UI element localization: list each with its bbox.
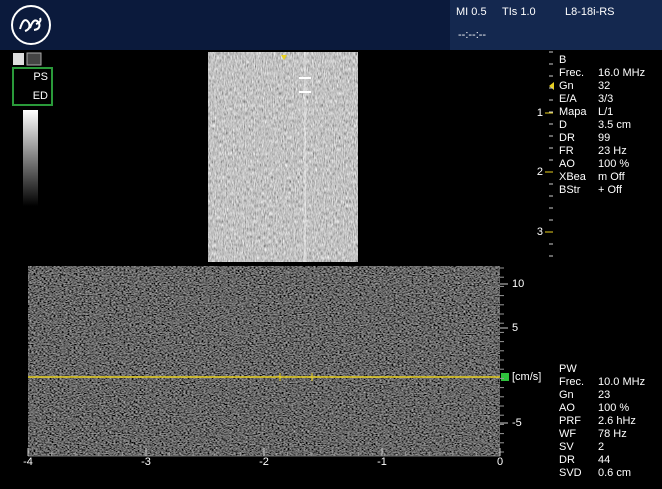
param-label: Mapa [559, 106, 587, 118]
param-value: m Off [598, 171, 626, 183]
doppler-spectrum [28, 266, 500, 456]
param-label: XBea [559, 171, 587, 183]
param-value: 3/3 [598, 93, 613, 105]
param-value: 0.6 cm [598, 467, 631, 479]
ultrasound-screen: MI 0.5 TIs 1.0 L8-18i-RS --:--:-- PS ED … [0, 0, 662, 489]
param-label: SV [559, 441, 574, 453]
param-label: Gn [559, 80, 574, 92]
baseline-handle [501, 373, 509, 381]
velocity-label: 10 [512, 278, 524, 290]
param-value: 2.6 hHz [598, 415, 636, 427]
icon [27, 53, 41, 65]
mode-label: PS [33, 71, 48, 83]
time-label: 0 [497, 456, 503, 468]
velocity-label: 5 [512, 322, 518, 334]
time-label: -1 [377, 456, 387, 468]
param-value: 44 [598, 454, 610, 466]
time-label: -3 [141, 456, 151, 468]
b-mode-image [208, 52, 358, 262]
depth-label: 3 [537, 226, 543, 238]
param-label: D [559, 119, 567, 131]
icon [13, 53, 24, 65]
param-value: 10.0 MHz [598, 376, 645, 388]
param-value: 78 Hz [598, 428, 627, 440]
param-label: AO [559, 158, 575, 170]
param-value: L/1 [598, 106, 613, 118]
mode-label: ED [33, 90, 48, 102]
param-value: 2 [598, 441, 604, 453]
time-label: -4 [23, 456, 33, 468]
param-title: B [559, 54, 566, 66]
param-label: Gn [559, 389, 574, 401]
velocity-label: [cm/s] [512, 371, 541, 383]
tis: TIs 1.0 [502, 6, 536, 18]
param-label: AO [559, 402, 575, 414]
param-value: 99 [598, 132, 610, 144]
param-value: 3.5 cm [598, 119, 631, 131]
param-value: 16.0 MHz [598, 67, 645, 79]
gain-marker [549, 82, 554, 90]
depth-label: 1 [537, 107, 543, 119]
param-value: + Off [598, 184, 623, 196]
param-label: Frec. [559, 67, 584, 79]
param-value: 23 Hz [598, 145, 627, 157]
param-label: SVD [559, 467, 582, 479]
depth-label: 2 [537, 166, 543, 178]
param-value: 100 % [598, 402, 629, 414]
param-label: WF [559, 428, 576, 440]
param-title: PW [559, 363, 577, 375]
param-label: DR [559, 454, 575, 466]
param-label: Frec. [559, 376, 584, 388]
grayscale-bar [23, 110, 38, 206]
param-label: DR [559, 132, 575, 144]
velocity-label: -5 [512, 417, 522, 429]
param-value: 23 [598, 389, 610, 401]
mi: MI 0.5 [456, 6, 487, 18]
time-label: -2 [259, 456, 269, 468]
time: --:--:-- [458, 29, 486, 41]
param-label: FR [559, 145, 574, 157]
probe: L8-18i-RS [565, 6, 615, 18]
param-value: 32 [598, 80, 610, 92]
param-value: 100 % [598, 158, 629, 170]
param-label: BStr [559, 184, 581, 196]
param-label: PRF [559, 415, 581, 427]
param-label: E/A [559, 93, 577, 105]
page: MI 0.5 TIs 1.0 L8-18i-RS --:--:-- PS ED … [0, 0, 662, 489]
